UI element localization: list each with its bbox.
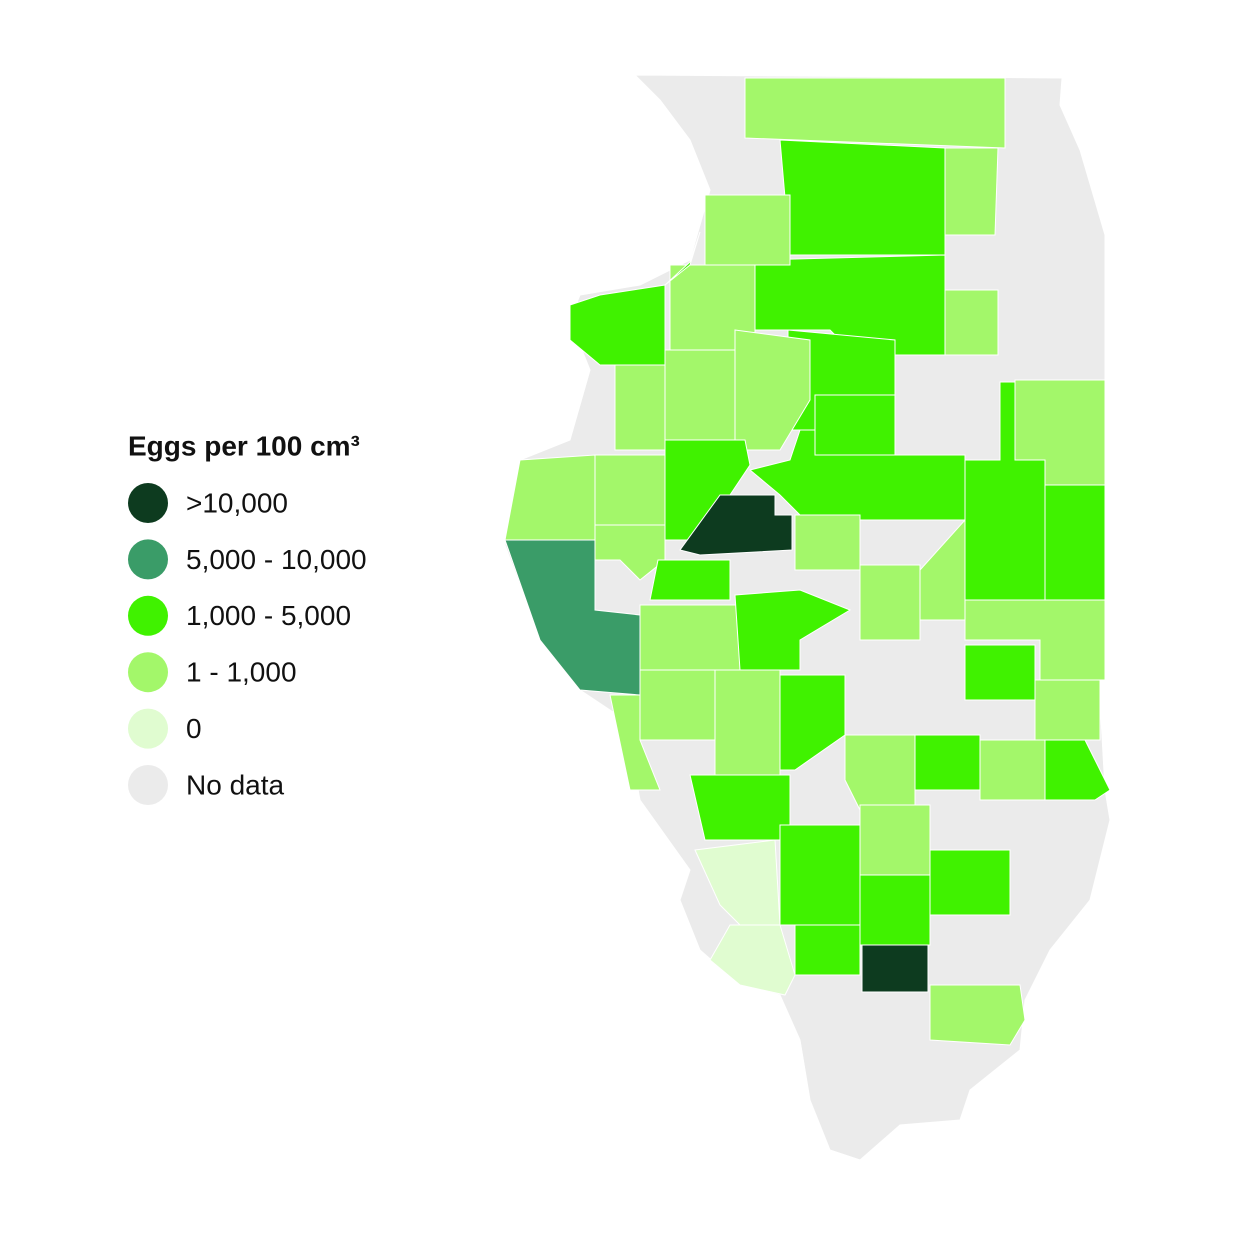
- legend-swatch: [128, 539, 168, 580]
- county: [1044, 739, 1111, 801]
- county: [859, 564, 921, 641]
- county: [744, 77, 1006, 149]
- legend-swatch: [128, 708, 168, 749]
- county: [861, 944, 929, 993]
- county: [664, 349, 736, 441]
- county: [679, 494, 793, 556]
- legend-swatch: [128, 483, 168, 523]
- county: [704, 194, 791, 266]
- legend-swatch: [128, 595, 168, 636]
- county: [859, 874, 931, 946]
- county: [779, 824, 861, 926]
- state-map: [504, 74, 1111, 1161]
- legend-label: 1 - 1,000: [186, 657, 297, 688]
- county: [714, 669, 781, 776]
- county: [689, 774, 791, 841]
- legend-label: 5,000 - 10,000: [186, 544, 367, 575]
- county: [944, 289, 999, 356]
- county: [779, 139, 946, 256]
- legend-label: >10,000: [186, 487, 288, 518]
- county: [794, 514, 861, 571]
- county: [964, 644, 1036, 701]
- legend-label: 1,000 - 5,000: [186, 600, 351, 631]
- legend: Eggs per 100 cm³ >10,000 5,000 - 10,000 1,…: [128, 430, 367, 805]
- county: [1044, 484, 1106, 601]
- county: [639, 604, 741, 671]
- legend-swatch: [128, 765, 168, 805]
- county: [979, 739, 1046, 801]
- county: [929, 849, 1011, 916]
- county: [1034, 679, 1101, 741]
- legend-label: No data: [186, 769, 284, 800]
- county: [504, 454, 596, 541]
- county: [794, 924, 861, 976]
- county: [779, 674, 846, 771]
- county: [709, 924, 796, 996]
- county: [844, 734, 916, 811]
- county: [614, 364, 666, 451]
- county: [944, 147, 999, 236]
- county: [914, 734, 981, 791]
- county: [609, 694, 661, 791]
- county: [859, 804, 931, 876]
- county: [814, 394, 896, 456]
- county: [649, 559, 731, 601]
- county: [594, 454, 666, 526]
- county: [748, 429, 966, 521]
- county: [569, 231, 701, 366]
- legend-swatch: [128, 652, 168, 693]
- legend-label: 0: [186, 713, 202, 744]
- county: [929, 984, 1026, 1046]
- county: [734, 329, 811, 451]
- legend-title: Eggs per 100 cm³: [128, 430, 360, 461]
